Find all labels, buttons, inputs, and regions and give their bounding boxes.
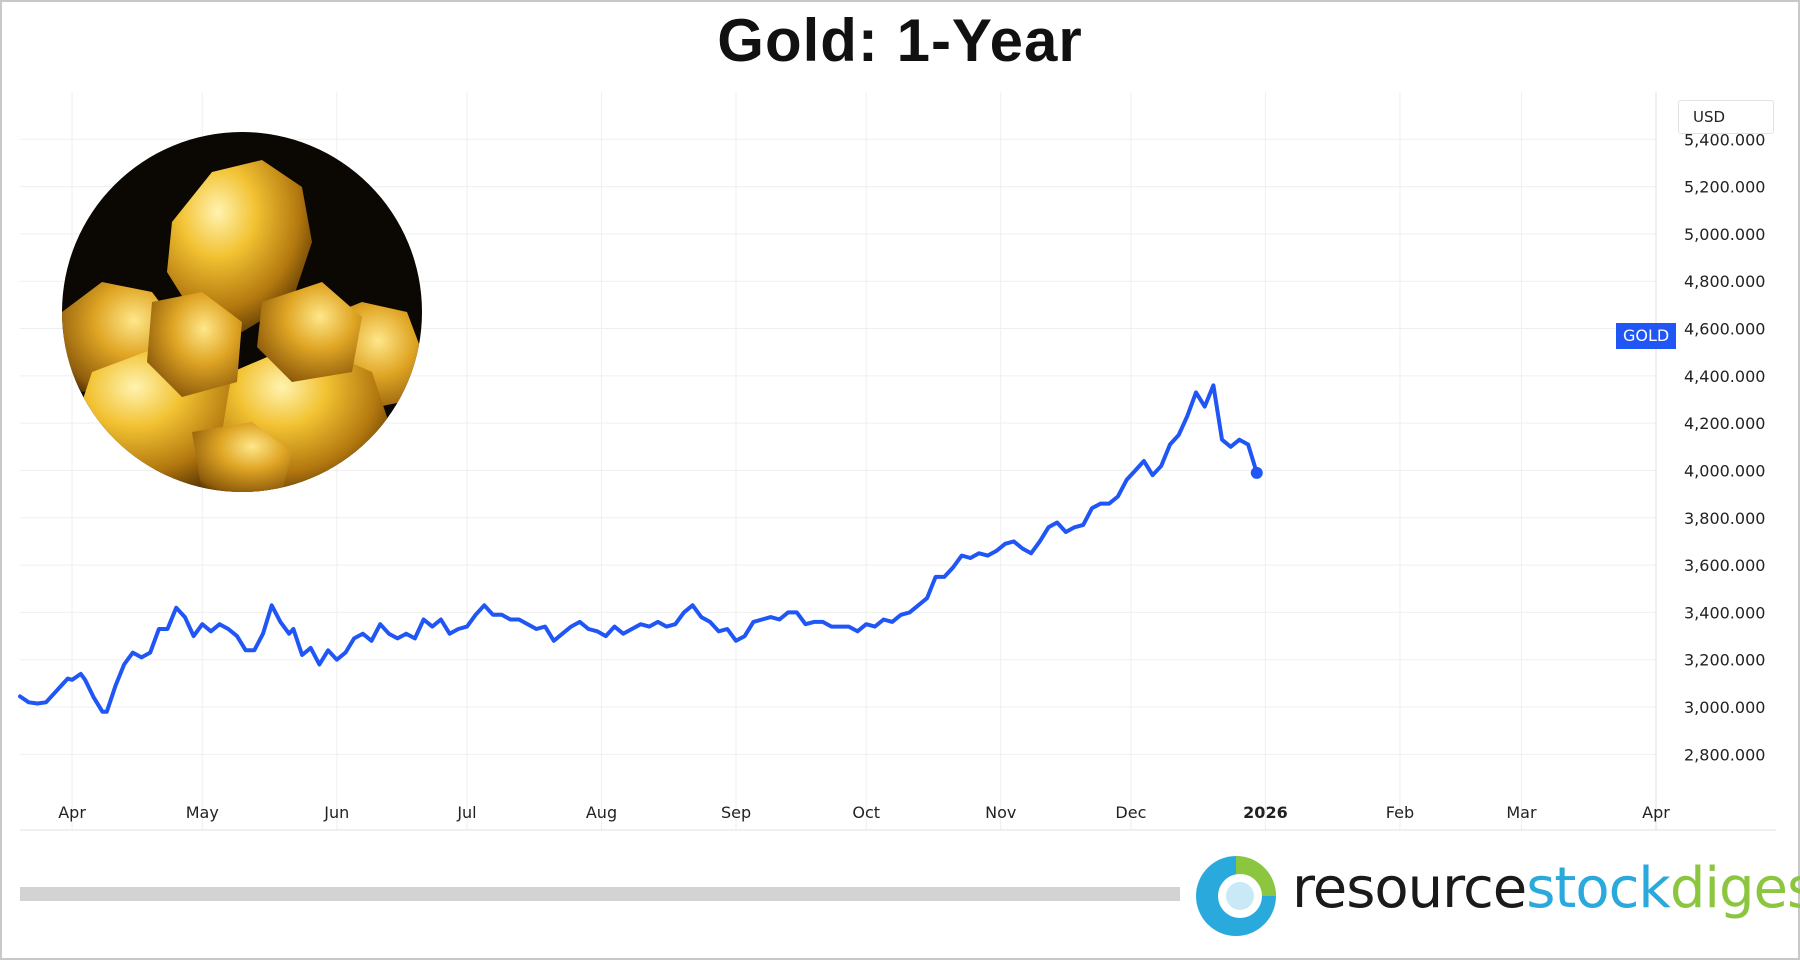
x-tick-label: Nov <box>985 803 1016 822</box>
x-axis-ticks: Apr May Jun Jul Aug Sep Oct Nov Dec 2026 Feb Mar Apr <box>58 803 1670 822</box>
y-tick-label: 3,800.000 <box>1684 509 1765 528</box>
x-tick-label: Apr <box>1642 803 1670 822</box>
brand-logo-icon <box>1196 856 1276 936</box>
gold-price-line <box>18 383 1259 714</box>
y-axis-ticks: 2,800.000 3,000.000 3,200.000 3,400.000 3,60… <box>1684 130 1765 764</box>
x-tick-label: May <box>186 803 219 822</box>
x-tick-label: 2026 <box>1243 803 1288 822</box>
y-tick-label: 2,800.000 <box>1684 745 1765 764</box>
x-tick-label: Jul <box>456 803 476 822</box>
x-tick-label: Dec <box>1115 803 1146 822</box>
brand-word-resource: resource <box>1292 856 1527 921</box>
scrollbar-track[interactable] <box>20 887 1180 901</box>
y-tick-label: 5,200.000 <box>1684 178 1765 197</box>
y-tick-label: 5,400.000 <box>1684 130 1765 149</box>
chart-title: Gold: 1-Year <box>717 7 1083 74</box>
y-tick-label: 4,000.000 <box>1684 461 1765 480</box>
brand-word-stock: stock <box>1526 856 1671 921</box>
brand-wordmark: resourcestockdigest <box>1292 856 1800 921</box>
y-tick-label: 3,200.000 <box>1684 651 1765 670</box>
series-last-value-label: GOLD <box>1616 323 1677 349</box>
y-tick-label: 3,600.000 <box>1684 556 1765 575</box>
axis-lines <box>20 92 1776 831</box>
x-tick-label: Mar <box>1506 803 1537 822</box>
x-tick-label: Feb <box>1386 803 1414 822</box>
brand-word-digest: digest <box>1669 856 1800 921</box>
y-tick-label: 4,600.000 <box>1684 320 1765 339</box>
y-tick-label: 4,800.000 <box>1684 272 1765 291</box>
y-tick-label: 5,000.000 <box>1684 225 1765 244</box>
currency-selector[interactable]: USD <box>1678 100 1774 134</box>
x-tick-label: Jun <box>323 803 349 822</box>
y-tick-label: 4,200.000 <box>1684 414 1765 433</box>
x-tick-label: Oct <box>852 803 880 822</box>
y-tick-label: 3,000.000 <box>1684 698 1765 717</box>
x-tick-label: Sep <box>721 803 751 822</box>
x-tick-label: Apr <box>58 803 86 822</box>
last-price-marker <box>1250 466 1263 479</box>
gold-nuggets-photo <box>62 132 422 492</box>
y-tick-label: 3,400.000 <box>1684 603 1765 622</box>
x-tick-label: Aug <box>586 803 617 822</box>
y-tick-label: 4,400.000 <box>1684 367 1765 386</box>
